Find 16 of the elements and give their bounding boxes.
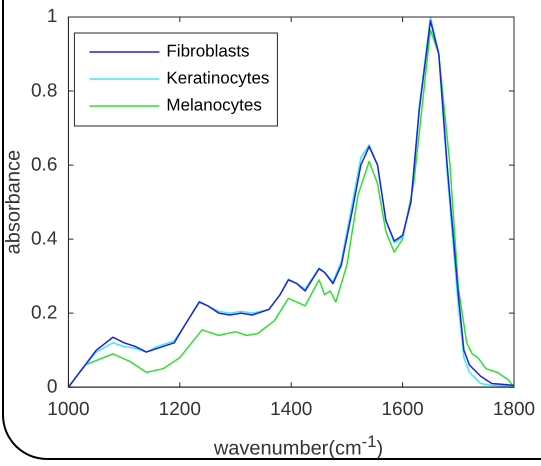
- x-tick-label: 1600: [381, 398, 424, 420]
- y-tick-label: 0.2: [30, 302, 58, 324]
- x-tick-label: 1800: [492, 398, 536, 420]
- y-tick-label: 0.4: [30, 228, 58, 250]
- x-axis-title: wavenumber(cm$^{-1}$): [212, 432, 384, 461]
- y-tick-label: 0.8: [30, 80, 58, 102]
- x-tick-label: 1000: [47, 398, 90, 420]
- y-tick-label: 0.6: [30, 154, 58, 176]
- x-tick-label: 1200: [158, 398, 201, 420]
- legend-label: Fibroblasts: [166, 42, 250, 61]
- legend-label: Melanocytes: [166, 96, 262, 115]
- legend-label: Keratinocytes: [166, 68, 270, 88]
- y-axis-title: absorbance: [2, 150, 25, 254]
- y-tick-label: 1: [46, 6, 58, 28]
- x-tick-label: 1400: [270, 398, 312, 420]
- y-tick-label: 0: [46, 376, 58, 398]
